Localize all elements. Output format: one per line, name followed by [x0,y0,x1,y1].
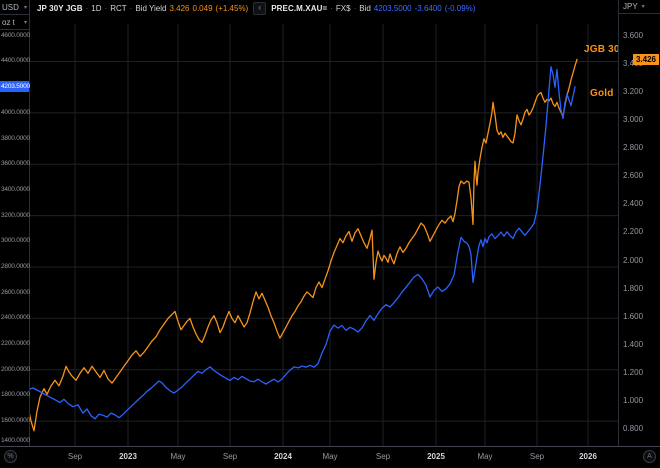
right-axis-currency-label: JPY [623,2,638,11]
legend-separator: · [85,3,89,13]
time-axis-year-tick: 2025 [427,452,445,461]
legend-xau-field: Bid [359,3,371,13]
right-axis-currency-dropdown[interactable]: JPY ▾ [619,0,660,14]
legend-xau-symbol[interactable]: PREC.M.XAU= [271,3,328,13]
right-axis-tick: 3.600 [623,31,644,40]
series-line-jgb30[interactable] [27,58,578,432]
legend-jgb-last: 3.426 [169,3,190,13]
left-axis-currency-label: USD [2,2,19,12]
chevron-down-icon: ▾ [23,19,27,26]
left-axis-tick: 3200.0000 [1,212,30,219]
right-axis-tick: 1.200 [623,368,644,377]
time-axis-month-tick: Sep [222,452,238,461]
legend-jgb-exchange: RCT [110,3,127,13]
time-axis-year-tick: 2023 [119,452,137,461]
left-axis-tick: 4000.0000 [1,109,30,116]
annotation-jgb-30: JGB 30 [584,44,620,55]
legend-row: JP 30Y JGB · 1D · RCT · Bid Yield 3.426 … [37,0,478,16]
legend-jgb-interval[interactable]: 1D [91,3,102,13]
legend-xau-change: -3.6400 [414,3,442,13]
left-axis-tick: 1800.0000 [1,391,30,398]
legend-jgb-change: 0.049 [192,3,213,13]
left-axis-tick: 4400.0000 [1,57,30,64]
legend-jgb-change-pct: (+1.45%) [215,3,249,13]
jgb-last-price-tag: 3.426 [632,54,659,65]
right-axis-tick: 3.000 [623,115,644,124]
legend-separator: · [330,3,333,13]
legend-xau-last: 4203.5000 [373,3,412,13]
left-axis-tick: 1600.0000 [1,417,30,424]
time-axis[interactable]: % Sep 2023 May Sep 2024 May Sep 2025 May Sep 2026 … [0,446,660,468]
legend-separator: · [353,3,357,13]
time-axis-month-tick: May [322,452,338,461]
right-axis-tick: 0.800 [623,424,644,433]
legend-jgb-symbol[interactable]: JP 30Y JGB [37,3,83,13]
right-axis-tick: 1.400 [623,340,644,349]
legend-separator: · [129,3,133,13]
right-axis-tick: 1.600 [623,312,644,321]
time-axis-month-tick: May [477,452,493,461]
legend-xau-change-pct: (-0.09%) [444,3,476,13]
left-axis-tick: 3400.0000 [1,186,30,193]
right-axis-tick: 2.400 [623,199,644,208]
left-axis-tick: 1400.0000 [1,437,30,444]
left-axis-tick: 2000.0000 [1,366,30,373]
right-axis-tick: 1.000 [623,396,644,405]
left-axis-tick: 2600.0000 [1,289,30,296]
left-axis-tick: 3000.0000 [1,237,30,244]
legend-jgb-field: Bid Yield [135,3,167,13]
left-axis-tick: 3600.0000 [1,160,30,167]
left-axis-tick: 4600.0000 [1,32,30,39]
percent-scale-icon[interactable]: % [4,450,17,463]
right-axis-tick: 2.000 [623,256,644,265]
time-axis-month-tick: Sep [67,452,83,461]
auto-scale-icon[interactable]: A [643,450,656,463]
right-axis-tick: 2.600 [623,171,644,180]
right-axis-tick: 3.200 [623,87,644,96]
legend-separator: · [104,3,108,13]
time-axis-year-tick: 2024 [274,452,292,461]
left-axis-unit-label: oz t [2,17,15,27]
gold-last-price-tag: 4203.5000 [0,81,30,92]
right-axis-tick: 2.200 [623,227,644,236]
right-axis-tick: 2.800 [623,143,644,152]
legend-collapse-button[interactable]: ‹ [253,1,267,15]
left-price-axis[interactable]: USD ▾ oz t ▾ 4600.00004400.00004200.0000… [0,0,30,447]
left-axis-tick: 2400.0000 [1,314,30,321]
left-axis-tick: 2200.0000 [1,340,30,347]
time-axis-month-tick: Sep [529,452,545,461]
right-axis-tick: 1.800 [623,284,644,293]
chevron-down-icon: ▾ [23,4,27,11]
chevron-down-icon: ▾ [641,4,645,10]
series-line-gold[interactable] [27,66,576,420]
time-axis-month-tick: Sep [375,452,391,461]
annotation-gold: Gold [590,88,614,99]
left-axis-unit-dropdown[interactable]: oz t ▾ [0,15,29,30]
left-axis-currency-dropdown[interactable]: USD ▾ [0,0,29,15]
left-axis-tick: 2800.0000 [1,263,30,270]
legend-xau-interval[interactable]: FX$ [335,3,351,13]
left-axis-tick: 3800.0000 [1,135,30,142]
time-axis-year-tick: 2026 [579,452,597,461]
right-price-axis[interactable]: JPY ▾ 3.6003.4003.2003.0002.8002.6002.40… [618,0,660,447]
time-axis-month-tick: May [170,452,186,461]
